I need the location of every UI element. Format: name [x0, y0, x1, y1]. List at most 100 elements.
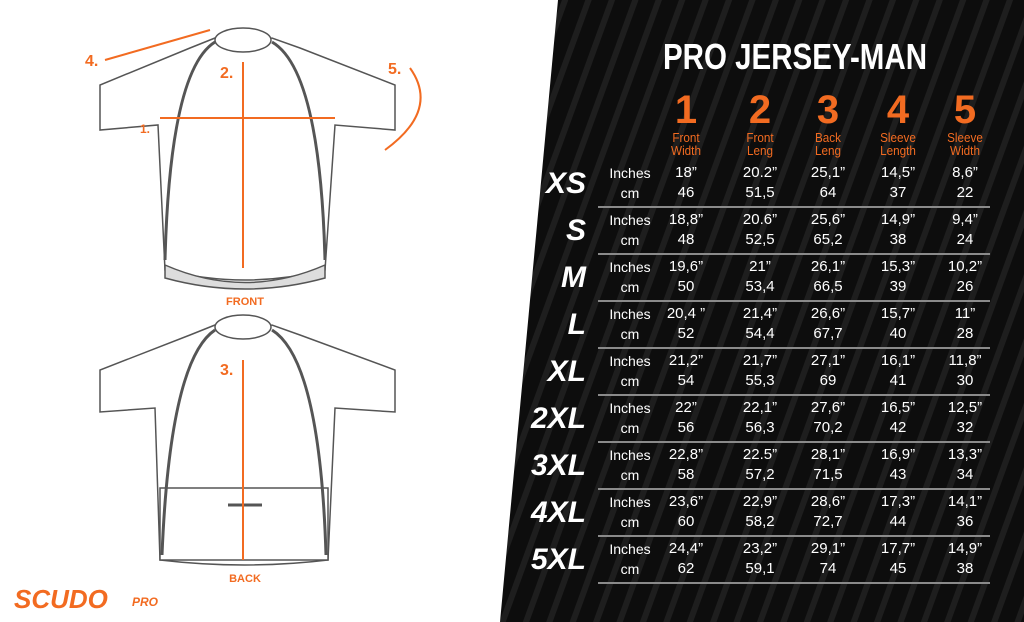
cell-inches: 16,1” [880, 352, 916, 369]
column-label: Front Width [671, 130, 701, 158]
unit-cm: cm [620, 232, 640, 248]
cell-cm: 22 [956, 184, 974, 201]
unit-inches: Inches [609, 165, 651, 181]
cell-cm: 26 [956, 278, 974, 295]
cell-cm: 66,5 [813, 278, 843, 295]
cell-cm: 46 [677, 184, 695, 201]
cell-inches: 20.6” [742, 211, 778, 228]
cell-cm: 50 [677, 278, 695, 295]
cell-inches: 22,8” [668, 446, 704, 463]
cell-cm: 38 [889, 231, 907, 248]
marker-2: 2. [220, 65, 233, 82]
column-label: Sleeve Length [880, 130, 916, 158]
cell-inches: 20.2” [742, 164, 778, 181]
front-label: FRONT [226, 296, 264, 308]
cell-cm: 51,5 [745, 184, 775, 201]
unit-inches: Inches [609, 400, 651, 416]
unit-inches: Inches [609, 353, 651, 369]
brand-logo: SCUDO PRO [14, 584, 159, 614]
cell-cm: 28 [956, 325, 974, 342]
cell-inches: 11” [954, 305, 976, 322]
unit-cm: cm [620, 514, 640, 530]
cell-inches: 15,3” [880, 258, 916, 275]
cell-inches: 21” [749, 258, 771, 275]
cell-inches: 22,9” [742, 493, 778, 510]
cell-cm: 43 [889, 466, 907, 483]
cell-inches: 22.5” [742, 446, 778, 463]
row-divider [598, 535, 990, 537]
cell-cm: 44 [889, 513, 907, 530]
cell-inches: 15,7” [880, 305, 916, 322]
row-divider [598, 582, 990, 584]
cell-inches: 20,4 ” [666, 305, 706, 322]
cell-cm: 57,2 [745, 466, 775, 483]
cell-inches: 13,3” [947, 446, 983, 463]
size-label: 4XL [530, 496, 586, 529]
cell-cm: 42 [889, 419, 907, 436]
cell-cm: 37 [889, 184, 907, 201]
cell-cm: 45 [889, 560, 907, 577]
svg-text:PRO: PRO [132, 595, 159, 609]
row-divider [598, 394, 990, 396]
cell-cm: 65,2 [813, 231, 843, 248]
unit-inches: Inches [609, 259, 651, 275]
cell-inches: 17,3” [880, 493, 916, 510]
cell-inches: 25,1” [810, 164, 846, 181]
svg-text:SCUDO: SCUDO [14, 584, 108, 614]
cell-inches: 26,1” [810, 258, 846, 275]
cell-inches: 14,5” [880, 164, 916, 181]
column-number: 3 [816, 88, 840, 132]
column-number: 2 [748, 88, 772, 132]
cell-inches: 19,6” [668, 258, 704, 275]
unit-inches: Inches [609, 494, 651, 510]
marker-5: 5. [388, 61, 401, 78]
cell-inches: 16,5” [880, 399, 916, 416]
column-number: 1 [674, 88, 698, 132]
jersey-diagram: 1. 2. 3. 4. 5. FRONT BACK SCUDO PRO [14, 27, 422, 614]
unit-cm: cm [620, 373, 640, 389]
cell-inches: 21,2” [668, 352, 704, 369]
cell-cm: 52 [677, 325, 695, 342]
unit-cm: cm [620, 185, 640, 201]
cell-cm: 48 [677, 231, 695, 248]
cell-inches: 28,1” [810, 446, 846, 463]
cell-cm: 52,5 [745, 231, 775, 248]
cell-cm: 39 [889, 278, 907, 295]
cell-inches: 27,1” [810, 352, 846, 369]
cell-inches: 23,2” [742, 540, 778, 557]
cell-inches: 10,2” [947, 258, 983, 275]
unit-cm: cm [620, 420, 640, 436]
cell-cm: 34 [956, 466, 974, 483]
cell-cm: 62 [677, 560, 695, 577]
cell-cm: 58 [677, 466, 695, 483]
row-divider [598, 488, 990, 490]
cell-inches: 14,9” [947, 540, 983, 557]
row-divider [598, 206, 990, 208]
cell-cm: 69 [819, 372, 837, 389]
unit-inches: Inches [609, 212, 651, 228]
cell-cm: 64 [819, 184, 837, 201]
size-label: S [565, 214, 586, 247]
cell-cm: 56,3 [745, 419, 775, 436]
size-label: 2XL [530, 402, 586, 435]
unit-inches: Inches [609, 306, 651, 322]
unit-cm: cm [620, 326, 640, 342]
cell-inches: 16,9” [880, 446, 916, 463]
cell-cm: 36 [956, 513, 974, 530]
row-divider [598, 347, 990, 349]
cell-cm: 32 [956, 419, 974, 436]
size-label: L [567, 308, 586, 341]
size-label: XL [547, 355, 586, 388]
cell-inches: 9,4” [952, 211, 978, 228]
unit-inches: Inches [609, 541, 651, 557]
cell-inches: 11,8” [948, 352, 982, 369]
cell-inches: 8,6” [952, 164, 978, 181]
cell-cm: 53,4 [745, 278, 775, 295]
unit-cm: cm [620, 279, 640, 295]
marker-4: 4. [85, 53, 98, 70]
cell-cm: 54 [677, 372, 695, 389]
marker-1: 1. [140, 122, 150, 136]
cell-cm: 71,5 [813, 466, 843, 483]
unit-inches: Inches [609, 447, 651, 463]
